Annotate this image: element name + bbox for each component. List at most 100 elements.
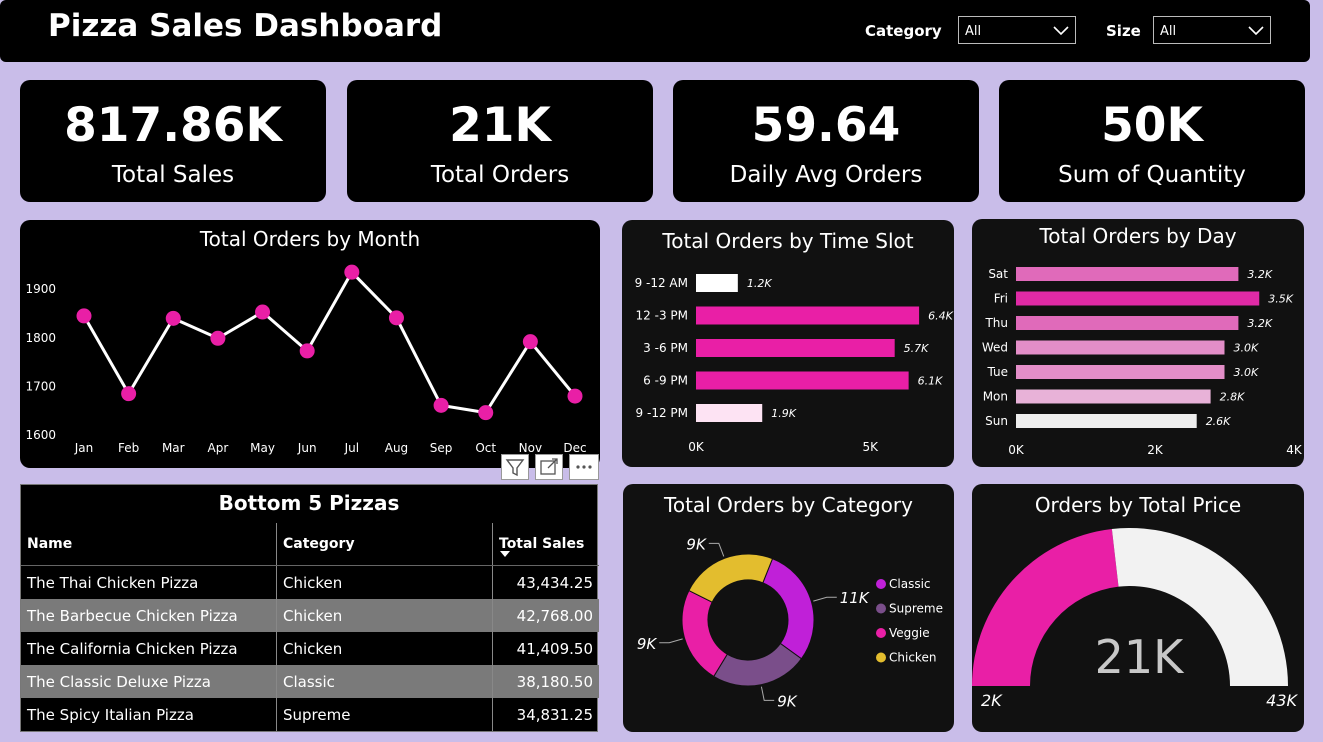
column-header-name[interactable]: Name	[21, 523, 277, 566]
bar	[1016, 365, 1225, 379]
category-label: Fri	[994, 292, 1008, 306]
x-tick-label: Apr	[208, 441, 229, 455]
data-point	[121, 386, 137, 402]
orders-by-month-chart: Total Orders by Month 1600 1700 1800 1900 Ja…	[20, 220, 600, 468]
kpi-value: 50K	[1101, 98, 1203, 153]
legend-label: Supreme	[889, 602, 943, 616]
category-filter-select[interactable]: All	[958, 16, 1076, 44]
category-label: 6 -9 PM	[643, 374, 688, 388]
orders-by-total-price-chart: Orders by Total Price 21K 2K 43K	[972, 484, 1304, 732]
y-tick-label: 1700	[25, 379, 56, 393]
expand-icon	[540, 458, 558, 475]
data-label: 2.6K	[1206, 415, 1231, 428]
category-label: Tue	[987, 365, 1009, 379]
time-slot-bar-plot: 9 -12 AM 1.2K 12 -3 PM 6.4K 3 -6 PM 5.7K 6 -9 …	[635, 274, 954, 454]
x-tick-label: May	[250, 441, 275, 455]
table-row[interactable]: The Thai Chicken Pizza Chicken 43,434.25	[21, 565, 599, 599]
table-row[interactable]: The Barbecue Chicken Pizza Chicken 42,76…	[21, 599, 599, 632]
data-point	[299, 343, 315, 359]
cell-name: The California Chicken Pizza	[21, 632, 277, 665]
cell-total-sales: 34,831.25	[516, 705, 593, 724]
kpi-sum-of-quantity: 50K Sum of Quantity	[999, 80, 1305, 202]
cell-category: Chicken	[276, 632, 493, 665]
x-tick-label: 0K	[688, 440, 705, 454]
cell-total-sales: 41,409.50	[516, 639, 593, 658]
x-tick-label: 2K	[1147, 443, 1164, 457]
category-label: 9 -12 PM	[636, 406, 688, 420]
column-header-total-sales[interactable]: Total Sales	[492, 523, 599, 566]
day-bar-plot: Sat 3.2K Fri 3.5K Thu 3.2K Wed 3.0K Tue 3.0K Mon 2.…	[982, 267, 1303, 457]
cell-total-sales: 38,180.50	[492, 665, 599, 698]
chart-title: Total Orders by Time Slot	[662, 229, 914, 253]
donut-slice	[713, 642, 803, 687]
data-label: 3.0K	[1234, 366, 1259, 379]
data-label: 1.2K	[747, 277, 772, 290]
table-row[interactable]: The Spicy Italian Pizza Supreme 34,831.2…	[21, 698, 599, 731]
more-options-button[interactable]	[569, 454, 599, 480]
data-point	[433, 397, 449, 413]
chevron-down-icon	[1053, 26, 1069, 36]
bottom-pizzas-table-panel: Bottom 5 Pizzas Name Category Total Sale…	[20, 484, 599, 732]
x-tick-label: Jul	[344, 441, 359, 455]
data-label: 9K	[777, 692, 798, 710]
size-filter-value: All	[1160, 24, 1177, 39]
cell-category: Classic	[276, 665, 493, 698]
table-row[interactable]: The California Chicken Pizza Chicken 41,…	[21, 632, 599, 665]
chevron-down-icon	[1248, 26, 1264, 36]
bottom-pizzas-table: Name Category Total Sales The Thai Chick…	[21, 523, 599, 731]
category-filter-label: Category	[865, 22, 942, 40]
x-tick-label: Mar	[162, 441, 185, 455]
category-label: Sat	[988, 267, 1008, 281]
data-label: 9K	[686, 535, 707, 553]
cell-category: Chicken	[276, 599, 493, 632]
bar	[1016, 267, 1239, 281]
category-label: Wed	[982, 341, 1008, 355]
gauge-max-label: 43K	[1266, 691, 1298, 710]
kpi-value: 817.86K	[64, 98, 282, 153]
data-point	[255, 304, 271, 320]
x-tick-label: Oct	[475, 441, 496, 455]
category-label: Mon	[983, 390, 1008, 404]
data-point	[165, 310, 181, 326]
orders-by-time-slot-chart: Total Orders by Time Slot 9 -12 AM 1.2K 12…	[622, 220, 954, 467]
filter-button[interactable]	[501, 454, 529, 480]
bar	[1016, 316, 1239, 330]
legend-marker	[876, 603, 886, 614]
column-header-category[interactable]: Category	[276, 523, 493, 566]
gauge-value-arc	[972, 529, 1119, 686]
x-tick-label: 4K	[1286, 443, 1303, 457]
gauge-value-label: 21K	[1095, 630, 1186, 684]
x-tick-label: Sep	[430, 441, 453, 455]
sort-descending-icon	[500, 551, 510, 557]
kpi-label: Daily Avg Orders	[729, 162, 923, 188]
chart-title: Total Orders by Day	[1039, 224, 1237, 248]
data-label: 6.4K	[928, 310, 953, 323]
leader-line	[659, 638, 683, 644]
x-tick-label: Feb	[118, 441, 139, 455]
x-tick-label: Dec	[563, 441, 586, 455]
line-chart-plot: 1600 1700 1800 1900 Jan Feb Mar Apr May Jun Jul Aug…	[25, 264, 587, 455]
chart-title: Total Orders by Category	[664, 493, 913, 517]
category-label: Thu	[984, 316, 1008, 330]
data-label: 9K	[637, 635, 658, 653]
price-gauge-plot: 21K 2K 43K	[972, 528, 1299, 710]
data-point	[388, 310, 404, 326]
leader-line	[760, 686, 775, 701]
table-row[interactable]: The Classic Deluxe Pizza Classic 38,180.…	[21, 665, 599, 698]
size-filter-label: Size	[1106, 22, 1141, 40]
bar	[1016, 389, 1211, 404]
chart-title: Orders by Total Price	[1034, 493, 1242, 517]
legend-marker	[876, 579, 886, 589]
kpi-label: Sum of Quantity	[1058, 162, 1246, 188]
filter-icon	[505, 459, 525, 477]
more-options-icon	[576, 465, 592, 469]
bar	[696, 371, 909, 390]
size-filter-select[interactable]: All	[1153, 16, 1271, 44]
focus-mode-button[interactable]	[535, 454, 563, 480]
series-line	[82, 270, 577, 415]
kpi-value: 59.64	[751, 98, 901, 153]
kpi-label: Total Sales	[111, 162, 235, 188]
kpi-label: Total Orders	[430, 162, 570, 188]
data-label: 5.7K	[904, 342, 929, 355]
kpi-value: 21K	[449, 98, 551, 153]
